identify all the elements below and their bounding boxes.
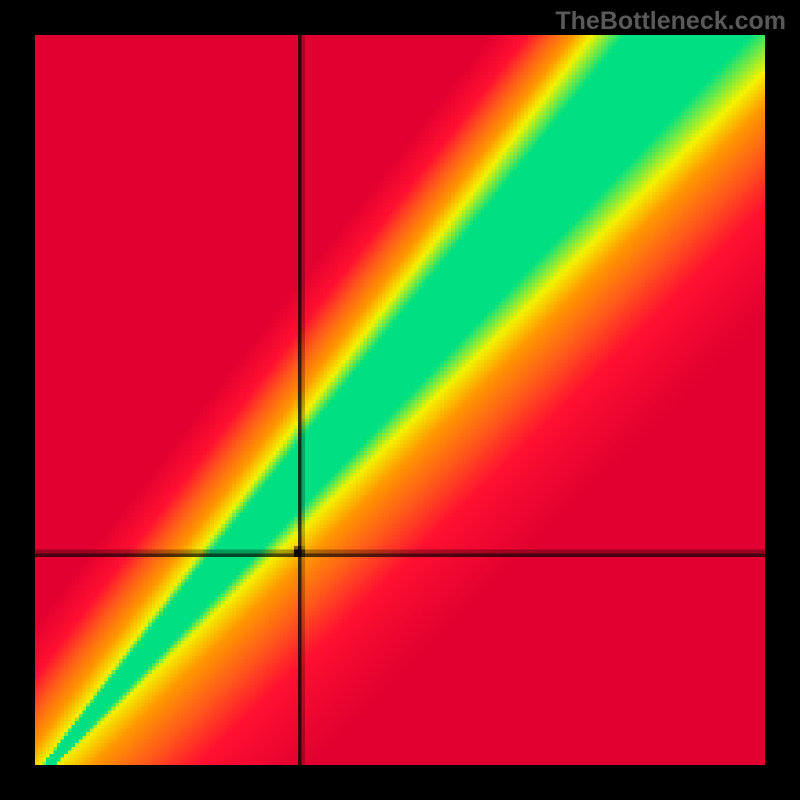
watermark-text: TheBottleneck.com <box>555 7 786 36</box>
chart-container: TheBottleneck.com <box>0 0 800 800</box>
bottleneck-heatmap <box>35 35 765 765</box>
